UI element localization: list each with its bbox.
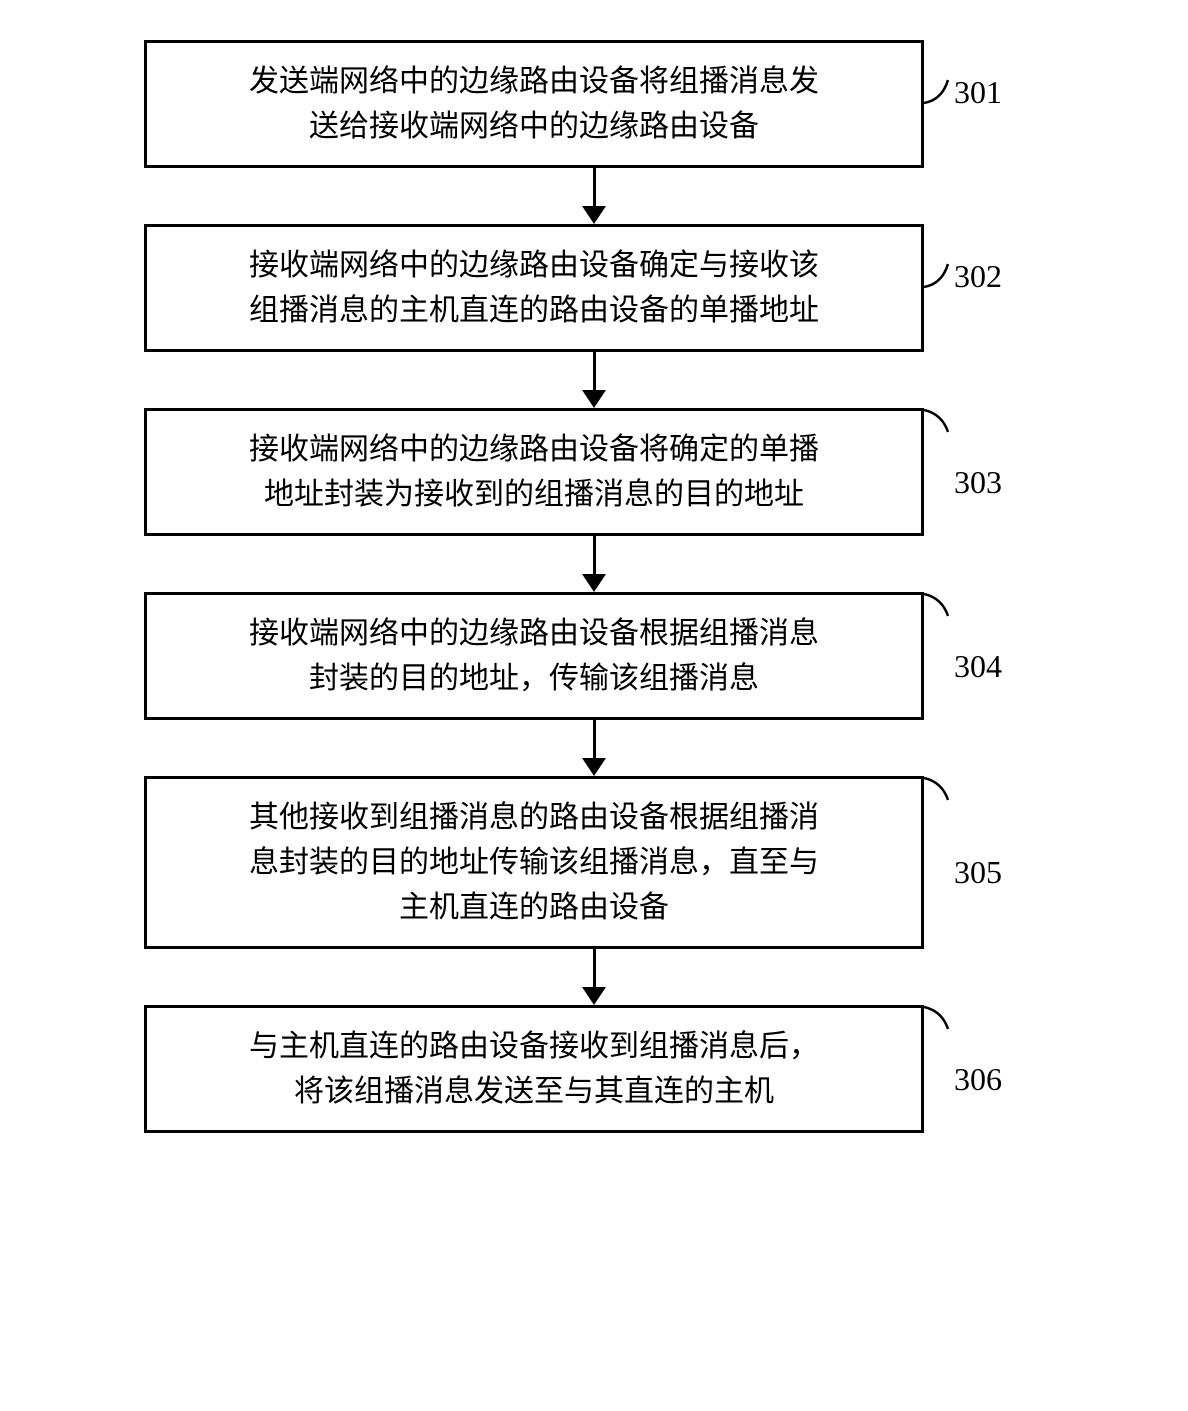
step-box-303: 接收端网络中的边缘路由设备将确定的单播 地址封装为接收到的组播消息的目的地址 — [144, 408, 924, 536]
flowchart-container: 发送端网络中的边缘路由设备将组播消息发 送给接收端网络中的边缘路由设备 301 … — [144, 40, 1044, 1133]
step-text: 发送端网络中的边缘路由设备将组播消息发 — [249, 65, 819, 98]
step-text: 将该组播消息发送至与其直连的主机 — [294, 1075, 774, 1108]
step-text: 主机直连的路由设备 — [399, 891, 669, 924]
step-row: 接收端网络中的边缘路由设备将确定的单播 地址封装为接收到的组播消息的目的地址 3… — [144, 408, 1044, 536]
arrow — [204, 720, 984, 776]
step-text: 送给接收端网络中的边缘路由设备 — [309, 110, 759, 143]
step-box-302: 接收端网络中的边缘路由设备确定与接收该 组播消息的主机直连的路由设备的单播地址 — [144, 224, 924, 352]
step-label-304: 304 — [954, 648, 1002, 685]
step-label-305: 305 — [954, 854, 1002, 891]
arrow — [204, 168, 984, 224]
step-text: 组播消息的主机直连的路由设备的单播地址 — [249, 294, 819, 327]
step-box-304: 接收端网络中的边缘路由设备根据组播消息 封装的目的地址，传输该组播消息 — [144, 592, 924, 720]
step-text: 接收端网络中的边缘路由设备确定与接收该 — [249, 249, 819, 282]
step-label-301: 301 — [954, 74, 1002, 111]
arrow — [204, 352, 984, 408]
step-text: 接收端网络中的边缘路由设备根据组播消息 — [249, 617, 819, 650]
step-text: 息封装的目的地址传输该组播消息，直至与 — [249, 846, 819, 879]
arrow — [204, 949, 984, 1005]
arrow — [204, 536, 984, 592]
step-row: 发送端网络中的边缘路由设备将组播消息发 送给接收端网络中的边缘路由设备 301 — [144, 40, 1044, 168]
step-box-301: 发送端网络中的边缘路由设备将组播消息发 送给接收端网络中的边缘路由设备 — [144, 40, 924, 168]
step-box-305: 其他接收到组播消息的路由设备根据组播消 息封装的目的地址传输该组播消息，直至与 … — [144, 776, 924, 949]
step-label-306: 306 — [954, 1061, 1002, 1098]
step-row: 其他接收到组播消息的路由设备根据组播消 息封装的目的地址传输该组播消息，直至与 … — [144, 776, 1044, 949]
step-label-303: 303 — [954, 464, 1002, 501]
step-label-302: 302 — [954, 258, 1002, 295]
step-text: 接收端网络中的边缘路由设备将确定的单播 — [249, 433, 819, 466]
step-row: 与主机直连的路由设备接收到组播消息后， 将该组播消息发送至与其直连的主机 306 — [144, 1005, 1044, 1133]
step-text: 地址封装为接收到的组播消息的目的地址 — [264, 478, 804, 511]
step-row: 接收端网络中的边缘路由设备确定与接收该 组播消息的主机直连的路由设备的单播地址 … — [144, 224, 1044, 352]
step-box-306: 与主机直连的路由设备接收到组播消息后， 将该组播消息发送至与其直连的主机 — [144, 1005, 924, 1133]
step-text: 其他接收到组播消息的路由设备根据组播消 — [249, 801, 819, 834]
step-text: 封装的目的地址，传输该组播消息 — [309, 662, 759, 695]
step-row: 接收端网络中的边缘路由设备根据组播消息 封装的目的地址，传输该组播消息 304 — [144, 592, 1044, 720]
step-text: 与主机直连的路由设备接收到组播消息后， — [249, 1030, 819, 1063]
